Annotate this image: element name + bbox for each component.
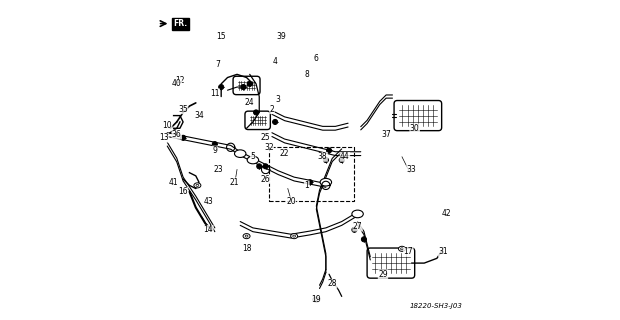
Text: 27: 27 xyxy=(353,222,363,231)
FancyBboxPatch shape xyxy=(394,100,441,131)
Text: 12: 12 xyxy=(175,76,185,85)
Circle shape xyxy=(257,164,262,169)
Text: 30: 30 xyxy=(410,124,420,133)
Bar xyxy=(268,147,355,201)
Text: 35: 35 xyxy=(178,105,188,114)
Ellipse shape xyxy=(401,248,404,250)
Text: 4: 4 xyxy=(273,57,278,66)
Text: 41: 41 xyxy=(169,178,179,187)
Text: 2: 2 xyxy=(270,105,274,114)
FancyBboxPatch shape xyxy=(245,111,270,130)
Text: 16: 16 xyxy=(179,187,188,196)
Text: 44: 44 xyxy=(340,152,350,161)
Text: 42: 42 xyxy=(441,209,451,219)
Circle shape xyxy=(219,84,224,90)
Text: 10: 10 xyxy=(162,121,172,130)
Ellipse shape xyxy=(291,234,298,239)
Circle shape xyxy=(212,142,218,147)
Text: 29: 29 xyxy=(378,270,388,279)
Circle shape xyxy=(339,157,344,163)
Text: 6: 6 xyxy=(314,54,319,63)
Text: 13: 13 xyxy=(159,133,169,142)
Text: 18: 18 xyxy=(242,244,251,253)
Text: 1: 1 xyxy=(304,181,309,190)
Circle shape xyxy=(180,135,185,140)
Text: 9: 9 xyxy=(213,146,217,155)
Circle shape xyxy=(323,157,329,163)
Text: 36: 36 xyxy=(172,130,182,139)
Text: 26: 26 xyxy=(261,174,270,184)
Text: 37: 37 xyxy=(381,130,391,139)
Text: 23: 23 xyxy=(213,165,223,174)
Ellipse shape xyxy=(352,210,363,218)
Ellipse shape xyxy=(315,299,317,300)
Circle shape xyxy=(308,180,312,185)
Text: 22: 22 xyxy=(280,149,290,158)
Text: 31: 31 xyxy=(438,247,448,257)
Circle shape xyxy=(241,84,246,90)
Circle shape xyxy=(254,110,259,115)
Ellipse shape xyxy=(196,184,199,186)
FancyBboxPatch shape xyxy=(233,76,260,95)
Ellipse shape xyxy=(245,235,248,237)
Circle shape xyxy=(361,237,366,242)
Text: 32: 32 xyxy=(264,143,273,152)
Circle shape xyxy=(352,227,357,232)
Text: 21: 21 xyxy=(229,178,239,187)
Ellipse shape xyxy=(234,150,246,157)
Text: 38: 38 xyxy=(318,152,327,161)
Text: 18220-SH3-J03: 18220-SH3-J03 xyxy=(409,303,463,309)
Text: 39: 39 xyxy=(277,32,286,41)
Text: 19: 19 xyxy=(311,295,321,304)
Text: 34: 34 xyxy=(194,111,204,120)
Text: 24: 24 xyxy=(245,99,255,108)
Ellipse shape xyxy=(194,183,201,188)
Text: 3: 3 xyxy=(276,95,281,104)
Text: 20: 20 xyxy=(286,197,296,206)
Text: 28: 28 xyxy=(327,279,337,288)
Text: 43: 43 xyxy=(203,197,213,206)
Text: 5: 5 xyxy=(250,152,255,161)
Circle shape xyxy=(263,164,268,169)
Text: 25: 25 xyxy=(261,133,270,142)
Circle shape xyxy=(273,119,278,124)
Ellipse shape xyxy=(243,234,250,239)
Ellipse shape xyxy=(247,156,259,164)
Text: FR.: FR. xyxy=(174,19,188,28)
Circle shape xyxy=(247,81,252,86)
Text: 8: 8 xyxy=(304,70,309,79)
Circle shape xyxy=(327,148,332,153)
Text: 15: 15 xyxy=(216,32,226,41)
Text: 40: 40 xyxy=(172,79,182,88)
Text: 11: 11 xyxy=(210,89,219,98)
Ellipse shape xyxy=(320,178,332,186)
Ellipse shape xyxy=(293,235,296,237)
Ellipse shape xyxy=(313,297,320,302)
Ellipse shape xyxy=(399,246,405,252)
Text: 14: 14 xyxy=(204,225,213,234)
FancyBboxPatch shape xyxy=(367,248,415,278)
Text: 17: 17 xyxy=(404,247,413,257)
Text: 33: 33 xyxy=(407,165,417,174)
Text: 7: 7 xyxy=(216,60,221,69)
